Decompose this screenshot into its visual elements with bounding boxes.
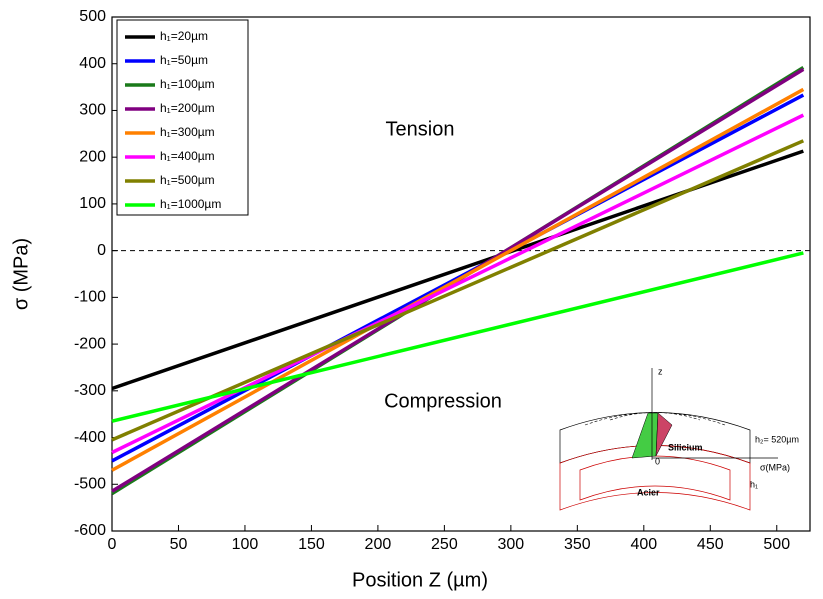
series-line <box>111 113 805 455</box>
inset-label: σ(MPa) <box>760 462 790 472</box>
plot-frame <box>111 16 811 532</box>
y-tick-label: -300 <box>74 382 106 399</box>
y-tick-label: -500 <box>74 475 106 492</box>
inset-shape <box>655 412 673 457</box>
inset-diagram: z h₂= 520µm Silicium σ(MPa) 0 Acier h₁ <box>559 366 799 511</box>
x-tick-label: 0 <box>108 536 117 553</box>
x-tick-label: 50 <box>170 536 188 553</box>
legend-label: h₁=1000µm <box>160 197 221 211</box>
y-tick-label: 400 <box>79 55 106 72</box>
legend-label: h₁=300µm <box>160 125 215 139</box>
x-tick-label: 200 <box>365 536 392 553</box>
series-line <box>111 251 804 423</box>
inset-label: z <box>658 366 663 376</box>
annotation: Compression <box>384 390 502 412</box>
y-tick-label: 100 <box>79 195 106 212</box>
y-tick-label: 300 <box>79 102 106 119</box>
x-tick-label: 300 <box>498 536 525 553</box>
x-tick-label: 100 <box>232 536 259 553</box>
x-tick-label: 250 <box>431 536 458 553</box>
inset-label: Silicium <box>668 442 703 452</box>
series-line <box>111 139 805 442</box>
inset-shape <box>559 445 751 511</box>
y-tick-label: 200 <box>79 148 106 165</box>
legend: h₁=20µm h₁=50µm h₁=100µm h₁=200µm h₁=300µm h₁… <box>116 19 249 216</box>
inset-label: 0 <box>655 456 660 466</box>
x-tick-label: 500 <box>763 536 790 553</box>
y-tick-label: -200 <box>74 335 106 352</box>
inset-label: Acier <box>637 487 660 497</box>
legend-label: h₁=400µm <box>160 149 215 163</box>
inset-shape <box>584 412 726 426</box>
inset-shape <box>631 412 659 459</box>
legend-label: h₁=500µm <box>160 173 215 187</box>
x-tick-label: 400 <box>630 536 657 553</box>
x-tick-label: 350 <box>564 536 591 553</box>
legend-label: h₁=100µm <box>160 77 215 91</box>
x-tick-label: 150 <box>298 536 325 553</box>
inset-label: h₁ <box>750 479 758 489</box>
x-tick-label: 450 <box>697 536 724 553</box>
annotation: Tension <box>386 118 455 140</box>
legend-label: h₁=50µm <box>160 53 208 67</box>
y-axis-label: σ (MPa) <box>10 238 32 310</box>
y-tick-label: -600 <box>74 522 106 539</box>
x-axis-label: Position Z (µm) <box>352 569 488 591</box>
y-tick-label: 0 <box>97 242 106 259</box>
series-line <box>111 87 805 472</box>
y-tick-label: -400 <box>74 429 106 446</box>
legend-label: h₁=200µm <box>160 101 215 115</box>
legend-label: h₁=20µm <box>160 29 208 43</box>
inset-label: h₂= 520µm <box>755 434 799 444</box>
y-tick-label: 500 <box>79 8 106 25</box>
y-tick-label: -100 <box>74 289 106 306</box>
